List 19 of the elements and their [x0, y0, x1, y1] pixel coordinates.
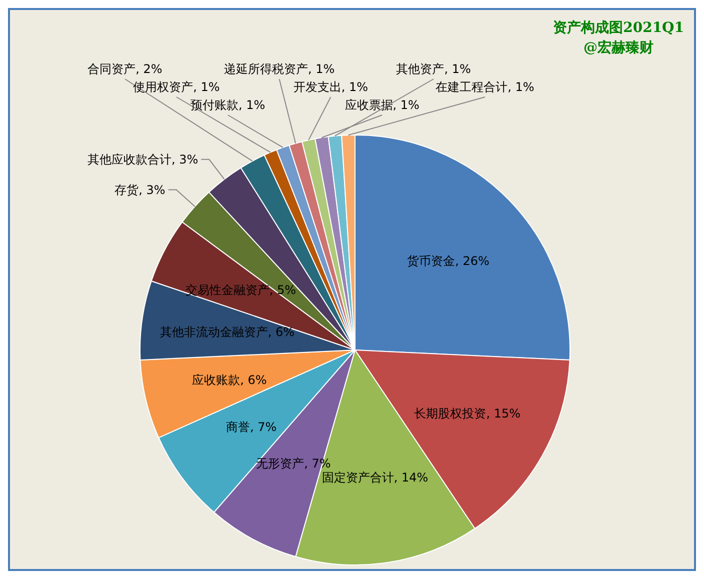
slice-label: 货币资金, 26% — [407, 254, 490, 268]
slice-label: 交易性金融资产, 5% — [185, 283, 296, 298]
text: @宏赫臻财 — [582, 38, 655, 58]
text: 资产构成图2021Q1 — [553, 19, 684, 38]
slice-label: 长期股权投资, 15% — [414, 406, 521, 420]
slice-label: 递延所得税资产, 1% — [224, 62, 335, 76]
slice-label: 存货, 3% — [114, 182, 166, 197]
slice-label: 固定资产合计, 14% — [322, 470, 428, 484]
slice-label: 其他应收款合计, 3% — [87, 152, 198, 166]
slice-label: 预付账款, 1% — [190, 98, 266, 112]
slice-label: 使用权资产, 1% — [133, 80, 220, 94]
slice-label: 在建工程合计, 1% — [436, 80, 534, 94]
slice-label: 应收账款, 6% — [192, 372, 267, 387]
slice-label: 商誉, 7% — [226, 420, 277, 434]
slice-label: 其他非流动金融资产, 6% — [160, 325, 295, 340]
slice-label: 合同资产, 2% — [88, 62, 162, 76]
slice-label: 其他资产, 1% — [396, 62, 471, 76]
slice-label: 应收票据, 1% — [344, 98, 420, 112]
slice-label: 开发支出, 1% — [293, 80, 368, 94]
